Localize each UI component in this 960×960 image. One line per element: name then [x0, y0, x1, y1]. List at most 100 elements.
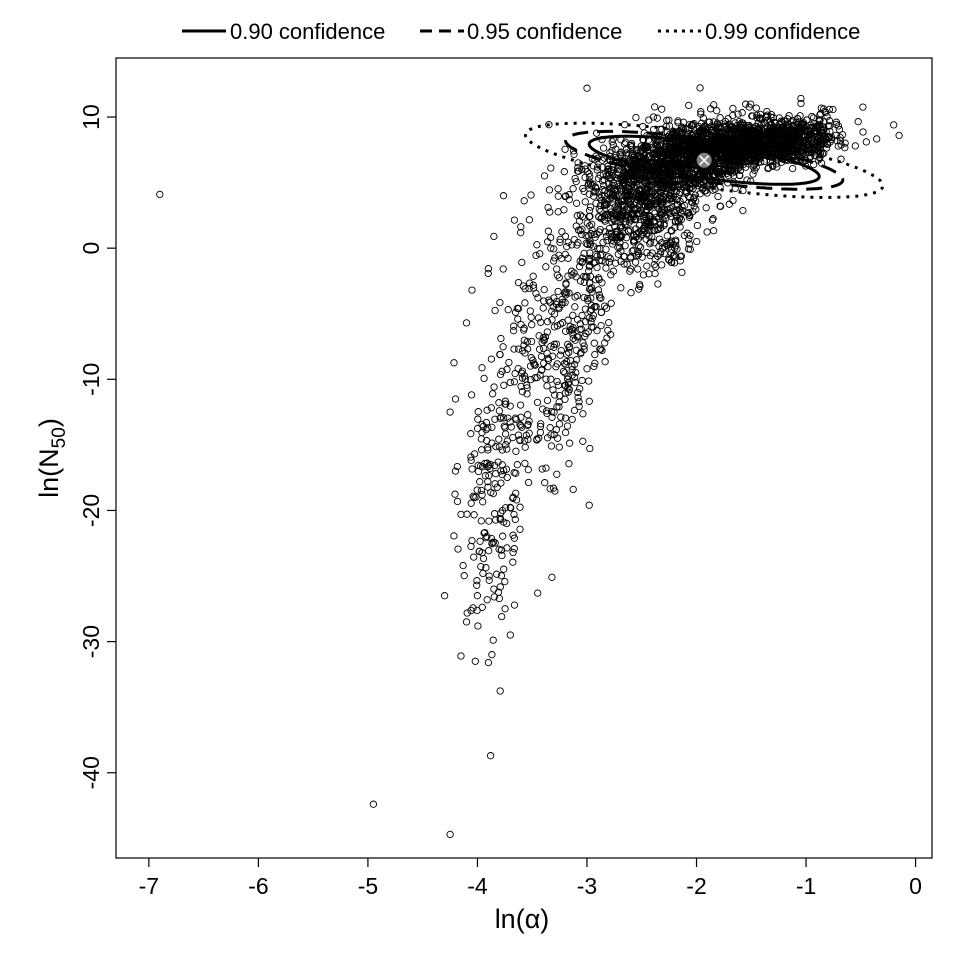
- data-point: [594, 174, 603, 183]
- data-point: [752, 163, 760, 171]
- data-point: [535, 345, 544, 353]
- data-point: [553, 265, 561, 273]
- data-point: [810, 138, 818, 146]
- data-point: [483, 437, 491, 445]
- data-point: [469, 604, 477, 612]
- data-point: [571, 293, 579, 301]
- data-point: [509, 531, 517, 539]
- data-point: [654, 225, 663, 234]
- data-point: [672, 253, 680, 261]
- data-point: [553, 470, 561, 478]
- data-point: [532, 289, 540, 298]
- data-point: [468, 286, 476, 294]
- data-point: [491, 415, 499, 423]
- data-point: [495, 435, 503, 443]
- data-point: [736, 120, 745, 129]
- data-point: [645, 203, 653, 211]
- data-point: [699, 114, 708, 122]
- data-point: [612, 227, 620, 236]
- data-point: [540, 172, 549, 180]
- data-point: [512, 496, 521, 504]
- data-point: [579, 437, 587, 445]
- data-point: [553, 322, 562, 330]
- data-point: [643, 262, 651, 270]
- data-point: [467, 391, 476, 399]
- data-point: [710, 101, 718, 109]
- data-point: [516, 401, 525, 409]
- data-point: [615, 201, 623, 209]
- data-point: [509, 548, 517, 557]
- data-point: [553, 403, 561, 411]
- data-point: [617, 201, 625, 210]
- data-point: [581, 165, 590, 173]
- data-point: [590, 339, 598, 347]
- data-point: [510, 216, 519, 224]
- data-point: [691, 191, 699, 199]
- data-point: [459, 561, 467, 570]
- data-point: [504, 414, 512, 422]
- data-point: [835, 125, 844, 134]
- data-point: [661, 243, 669, 251]
- data-point: [674, 159, 682, 167]
- data-point: [679, 125, 687, 133]
- data-point: [597, 321, 605, 330]
- data-point: [467, 453, 475, 461]
- data-point: [809, 114, 818, 122]
- y-tick-label: -10: [78, 363, 104, 396]
- data-point: [613, 228, 621, 237]
- data-point: [490, 232, 498, 241]
- data-point: [721, 117, 730, 126]
- data-point: [581, 198, 589, 206]
- data-point: [795, 124, 803, 132]
- data-point: [568, 415, 576, 424]
- data-point: [633, 209, 641, 218]
- data-point: [739, 206, 747, 215]
- data-point: [663, 147, 671, 155]
- data-point: [550, 340, 558, 348]
- data-point: [518, 374, 527, 382]
- data-point: [555, 398, 563, 406]
- data-point: [715, 165, 723, 174]
- data-point: [502, 441, 510, 449]
- data-point: [543, 318, 552, 326]
- data-point: [483, 406, 491, 414]
- data-point: [484, 658, 493, 667]
- data-point: [609, 141, 617, 149]
- data-point: [538, 338, 546, 347]
- data-point: [550, 431, 558, 439]
- y-axis-title-subscript: 50: [49, 427, 70, 448]
- data-point: [643, 180, 651, 188]
- data-point: [510, 345, 518, 353]
- data-point: [585, 501, 593, 509]
- data-point: [564, 238, 572, 246]
- data-point: [501, 605, 509, 613]
- data-point: [596, 245, 604, 253]
- data-point: [592, 303, 600, 311]
- data-point: [815, 151, 823, 159]
- data-point: [747, 135, 755, 144]
- data-point: [509, 433, 517, 442]
- data-point: [693, 221, 702, 230]
- data-point: [748, 131, 757, 139]
- x-tick-label: -2: [686, 873, 706, 899]
- data-point: [574, 164, 582, 172]
- data-point: [707, 126, 715, 135]
- data-point: [703, 189, 711, 197]
- data-point: [583, 365, 591, 373]
- plot-frame: [115, 57, 933, 859]
- data-point: [450, 532, 458, 540]
- y-tick-label: -30: [78, 625, 104, 658]
- data-point: [451, 490, 459, 498]
- data-point: [560, 359, 569, 368]
- data-point: [563, 289, 571, 297]
- data-point: [593, 252, 601, 260]
- data-point: [506, 378, 514, 387]
- data-point: [501, 577, 509, 586]
- data-point: [750, 161, 758, 169]
- data-point: [662, 184, 670, 193]
- data-point: [788, 132, 797, 140]
- data-point: [556, 235, 564, 244]
- data-point: [546, 485, 554, 493]
- data-point: [668, 197, 676, 206]
